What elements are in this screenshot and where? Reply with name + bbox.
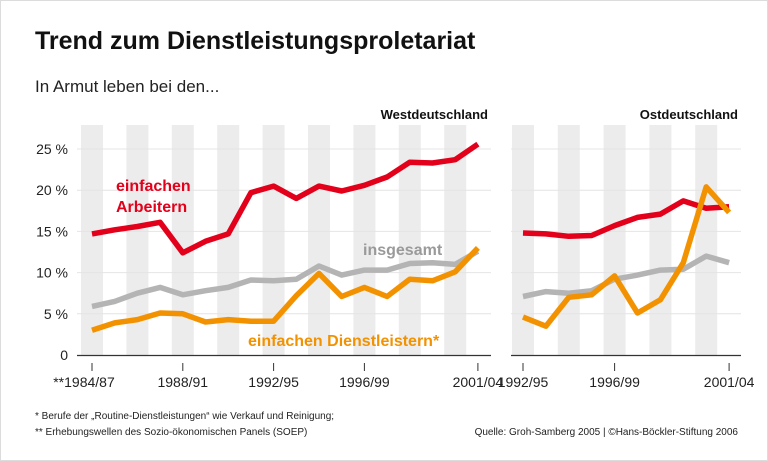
x-tick-label: 2001/04 — [453, 374, 504, 390]
background-band — [557, 125, 580, 355]
series-line-grey — [91, 248, 480, 310]
y-tick-label: 15 % — [36, 223, 68, 239]
background-band — [262, 125, 285, 355]
background-band — [217, 125, 240, 355]
x-tick-label: **1984/87 — [53, 374, 115, 390]
series-line-red — [522, 198, 730, 240]
x-tick-label: 1992/95 — [498, 374, 549, 390]
chart-subtitle: In Armut leben bei den... — [35, 77, 219, 96]
series-label-grey: insgesamt — [363, 242, 443, 259]
x-tick-label: 2001/04 — [704, 374, 755, 390]
background-band — [308, 125, 330, 355]
series-line-orange — [521, 184, 732, 329]
y-tick-label: 20 % — [36, 182, 68, 198]
panel-title: Ostdeutschland — [640, 107, 738, 122]
y-tick-label: 5 % — [44, 306, 68, 322]
footnote-2: ** Erhebungswellen des Sozio-ökonomische… — [35, 427, 307, 438]
series-line-orange — [91, 246, 480, 333]
background-band — [353, 125, 376, 355]
y-tick-label: 10 % — [36, 265, 68, 281]
x-tick-label: 1992/95 — [248, 374, 299, 390]
background-band — [81, 125, 103, 355]
background-band — [398, 125, 421, 355]
chart-title: Trend zum Dienstleistungsproletariat — [35, 27, 476, 55]
panel-title: Westdeutschland — [381, 107, 488, 122]
background-band — [603, 125, 626, 355]
background-band — [444, 125, 467, 355]
y-tick-label: 0 — [60, 347, 68, 363]
background-band — [695, 125, 718, 355]
y-tick-label: 25 % — [36, 141, 68, 157]
footnote-1: * Berufe der „Routine-Dienstleistungen“ … — [35, 411, 334, 422]
x-tick-label: 1996/99 — [339, 374, 390, 390]
series-line-red — [91, 141, 480, 256]
series-line-grey — [522, 253, 730, 300]
series-label-red: einfachen — [116, 178, 191, 195]
background-band — [649, 125, 672, 355]
x-tick-label: 1996/99 — [589, 374, 640, 390]
series-label-orange: einfachen Dienstleistern* — [248, 333, 440, 350]
background-band — [171, 125, 194, 355]
series-label-red: Arbeitern — [116, 199, 187, 216]
source-note: Quelle: Groh-Samberg 2005 | ©Hans-Böckle… — [475, 427, 739, 438]
x-tick-label: 1988/91 — [157, 374, 208, 390]
